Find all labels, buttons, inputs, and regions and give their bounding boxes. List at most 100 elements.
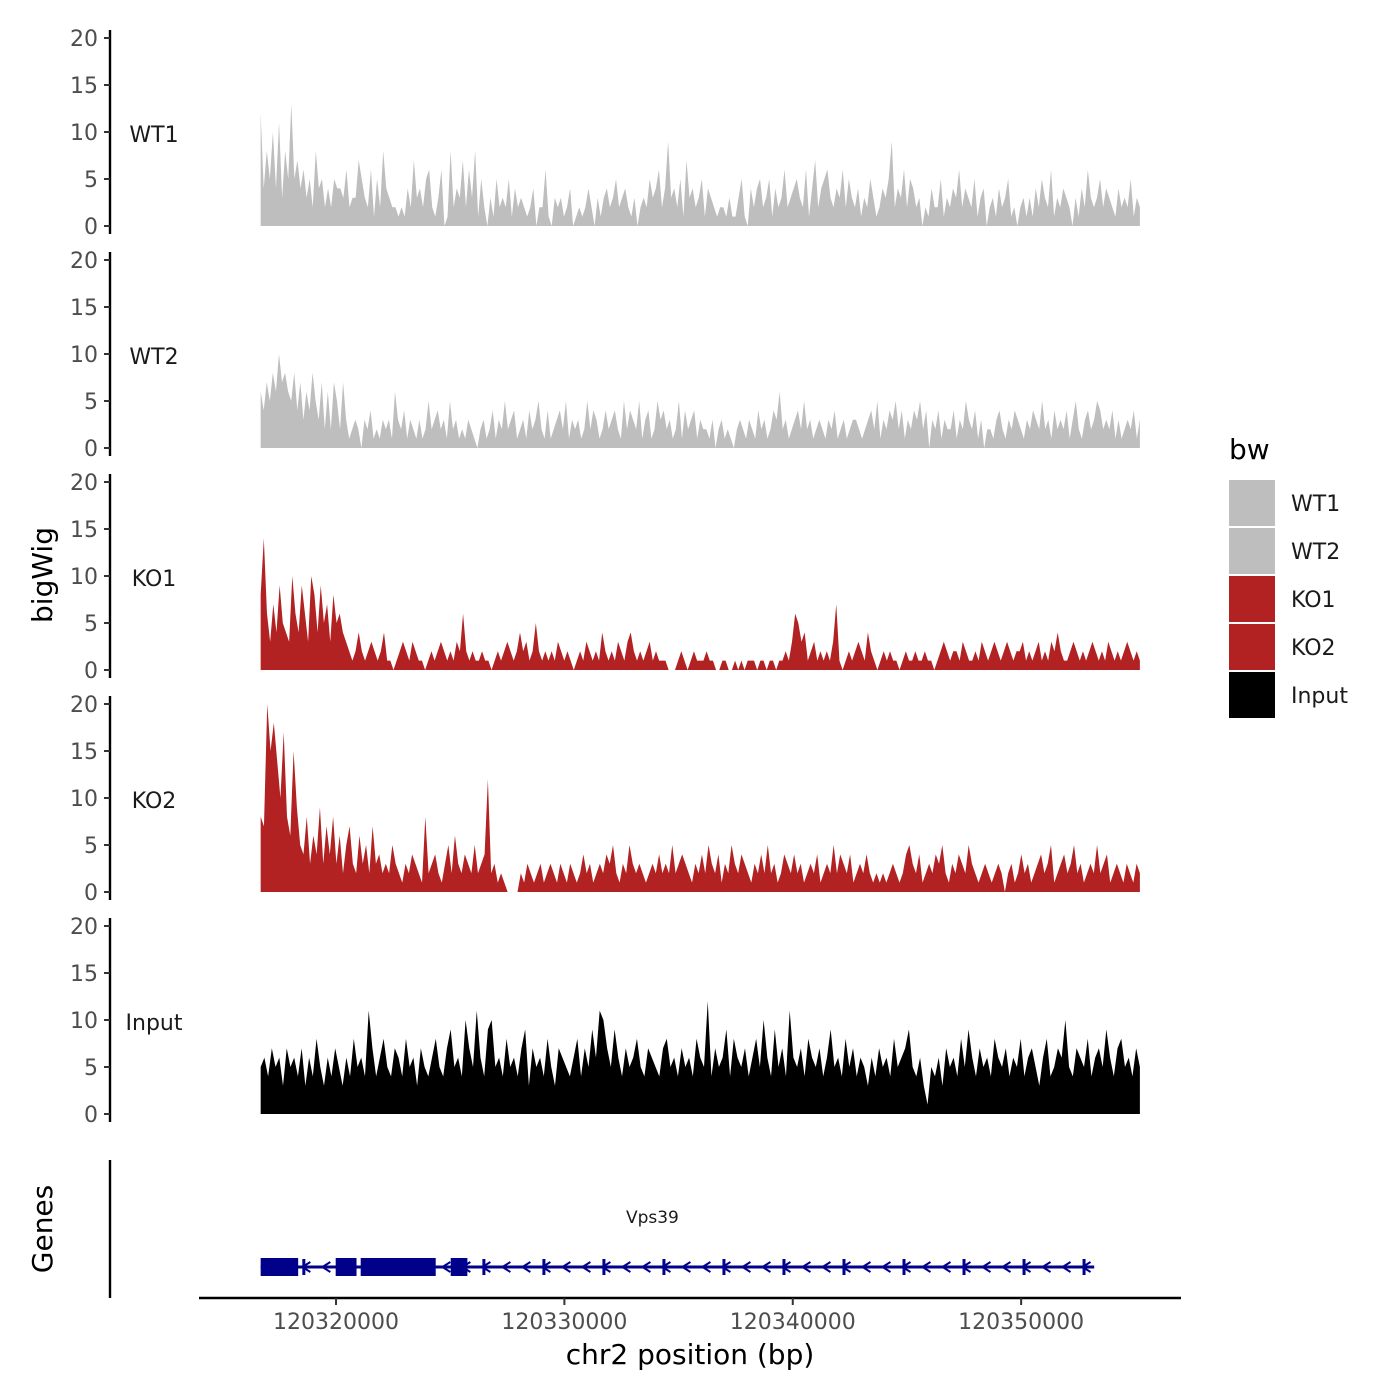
y-tick-label: 15 <box>70 518 98 543</box>
y-tick-label: 0 <box>84 659 98 684</box>
strand-arrow <box>780 1261 791 1273</box>
y-tick-label: 15 <box>70 74 98 99</box>
track-ko1: 0 5 10 15 20 KO1 <box>70 471 1140 684</box>
y-tick-label: 15 <box>70 740 98 765</box>
strand-arrow <box>800 1261 812 1273</box>
strand-arrow <box>720 1261 731 1273</box>
y-tick-label: 10 <box>70 787 98 812</box>
gene-exon <box>335 1258 357 1276</box>
legend-label-ko2: KO2 <box>1291 636 1336 661</box>
y-tick-label: 5 <box>84 834 98 859</box>
gene-exon <box>260 1258 299 1276</box>
strand-arrow <box>460 1261 471 1273</box>
strand-arrow <box>380 1261 391 1273</box>
strand-arrow <box>520 1261 531 1273</box>
track-ko2: 0 5 10 15 20 KO2 <box>70 693 1140 906</box>
track-input: 0 5 10 15 20 Input <box>70 915 1140 1128</box>
y-tick-label: 5 <box>84 612 98 637</box>
strand-arrow <box>480 1261 491 1273</box>
strand-arrow <box>960 1261 972 1273</box>
strand-arrow <box>540 1261 551 1273</box>
strand-arrow <box>640 1261 651 1273</box>
x-tick-label: 120340000 <box>730 1310 856 1335</box>
x-tick-label: 120320000 <box>273 1310 399 1335</box>
legend-label-wt1: WT1 <box>1291 492 1340 517</box>
strand-arrow <box>580 1261 591 1273</box>
track-wt1: 0 5 10 15 20 WT1 <box>70 27 1140 240</box>
strand-arrow <box>560 1261 571 1273</box>
y-axis-title: bigWig <box>26 527 59 623</box>
strand-arrow <box>980 1261 992 1273</box>
x-axis: 120320000 120330000 120340000 120350000 <box>199 1296 1181 1335</box>
legend-label-ko1: KO1 <box>1291 588 1336 613</box>
y-tick-label: 5 <box>84 1056 98 1081</box>
track-wt2: 0 5 10 15 20 WT2 <box>70 249 1140 462</box>
y-tick-label: 15 <box>70 296 98 321</box>
y-tick-label: 0 <box>84 437 98 462</box>
tracks-layer: 0 5 10 15 20 WT1 0 5 10 15 20 WT2 0 5 10 15 20 KO1 0 5 10 15 2… <box>70 27 1140 1128</box>
y-tick-label: 15 <box>70 962 98 987</box>
legend-title: bw <box>1229 433 1270 466</box>
y-tick-label: 20 <box>70 249 98 274</box>
gene-label: Vps39 <box>626 1208 679 1228</box>
coverage-area-ko1 <box>260 538 1140 670</box>
strand-arrow <box>660 1261 671 1273</box>
strand-arrow <box>400 1261 411 1273</box>
y-tick-label: 0 <box>84 1103 98 1128</box>
gene-exon <box>450 1258 468 1276</box>
strand-arrow <box>1020 1261 1032 1273</box>
strand-arrow <box>940 1261 952 1273</box>
legend-swatch-input <box>1229 672 1275 718</box>
strand-arrow <box>700 1261 711 1273</box>
strand-arrow <box>620 1261 631 1273</box>
strand-arrow <box>1040 1261 1052 1273</box>
strand-arrow <box>860 1261 872 1273</box>
strand-arrow <box>600 1261 611 1273</box>
strand-arrow <box>300 1261 311 1273</box>
track-label: KO1 <box>132 567 177 592</box>
strand-arrow <box>920 1261 932 1273</box>
legend: bw WT1 WT2 KO1 KO2 Input <box>1229 433 1348 718</box>
strand-arrow <box>440 1261 451 1273</box>
track-label: WT2 <box>129 345 178 370</box>
y-tick-label: 20 <box>70 693 98 718</box>
y-tick-label: 20 <box>70 915 98 940</box>
legend-label-input: Input <box>1291 684 1348 709</box>
coverage-area-wt1 <box>260 103 1140 226</box>
strand-arrow <box>900 1261 912 1273</box>
y-tick-label: 20 <box>70 27 98 52</box>
coverage-area-input <box>260 1001 1140 1114</box>
strand-arrow <box>680 1261 691 1273</box>
strand-arrow <box>760 1261 771 1273</box>
track-label: KO2 <box>132 789 177 814</box>
strand-arrow <box>820 1261 832 1273</box>
coverage-area-ko2 <box>260 704 1140 892</box>
x-tick-label: 120330000 <box>501 1310 627 1335</box>
strand-arrow <box>1060 1261 1072 1273</box>
y-tick-label: 10 <box>70 1009 98 1034</box>
legend-swatch-wt2 <box>1229 528 1275 574</box>
strand-arrow <box>340 1261 351 1273</box>
track-label: WT1 <box>129 123 178 148</box>
gene-track: Vps39 <box>108 1160 1095 1298</box>
y-tick-label: 0 <box>84 215 98 240</box>
coverage-area-wt2 <box>260 354 1140 448</box>
y-tick-label: 10 <box>70 121 98 146</box>
genes-axis-title: Genes <box>26 1185 59 1273</box>
strand-arrow <box>420 1261 431 1273</box>
x-tick-label: 120350000 <box>958 1310 1084 1335</box>
track-label: Input <box>126 1011 183 1036</box>
strand-arrow <box>320 1261 331 1273</box>
x-axis-title: chr2 position (bp) <box>566 1338 815 1371</box>
strand-arrow <box>840 1261 852 1273</box>
y-tick-label: 10 <box>70 343 98 368</box>
strand-arrow <box>740 1261 751 1273</box>
legend-swatch-ko2 <box>1229 624 1275 670</box>
strand-arrow <box>1000 1261 1012 1273</box>
strand-arrow <box>1080 1261 1092 1273</box>
y-tick-label: 10 <box>70 565 98 590</box>
strand-arrow <box>360 1261 371 1273</box>
strand-arrow <box>500 1261 511 1273</box>
legend-swatch-ko1 <box>1229 576 1275 622</box>
